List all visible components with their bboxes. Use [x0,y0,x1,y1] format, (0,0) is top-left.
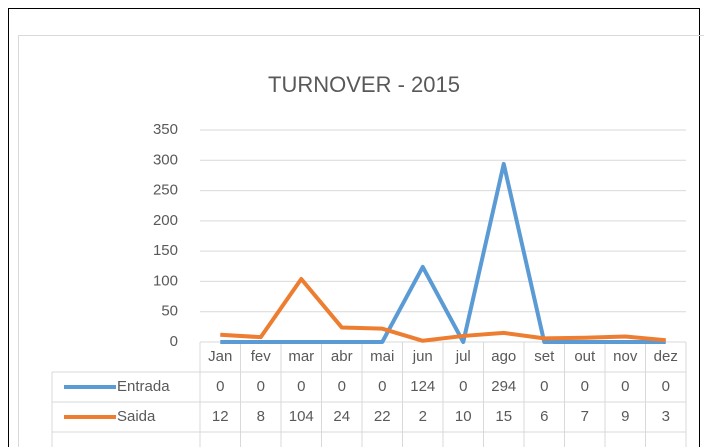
legend-label: Entrada [117,378,170,395]
table-value: 0 [216,378,224,395]
x-tick-label: nov [613,348,638,365]
table-value: 0 [338,378,346,395]
series-line [220,161,666,344]
x-tick-label: mai [370,348,394,365]
x-tick-label: set [534,348,555,365]
table-value: 15 [495,408,512,425]
x-tick-label: ago [491,348,516,365]
x-tick-label: fev [251,348,272,365]
table-value: 7 [581,408,589,425]
x-tick-label: mar [288,348,314,365]
table-value: 9 [621,408,629,425]
series-line [220,277,666,343]
table-value: 2 [419,408,427,425]
x-tick-label: abr [331,348,353,365]
y-tick-label: 350 [153,121,178,138]
table-value: 0 [540,378,548,395]
table-value: 104 [289,408,314,425]
x-tick-label: jun [412,348,433,365]
x-tick-label: Jan [208,348,232,365]
y-tick-label: 50 [161,303,178,320]
chart-frame [18,35,704,447]
x-tick-label: jul [455,348,471,365]
table-value: 8 [257,408,265,425]
chart-title: TURNOVER - 2015 [268,72,460,97]
table-value: 294 [491,378,516,395]
x-tick-label: dez [654,348,678,365]
table-value: 0 [378,378,386,395]
outer-frame [8,8,700,447]
y-tick-label: 200 [153,212,178,229]
y-tick-label: 150 [153,242,178,259]
y-tick-label: 300 [153,151,178,168]
table-value: 6 [540,408,548,425]
table-value: 22 [374,408,391,425]
y-tick-label: 0 [170,333,178,350]
table-value: 24 [333,408,350,425]
table-value: 0 [662,378,670,395]
x-tick-label: out [574,348,596,365]
y-tick-label: 250 [153,182,178,199]
table-value: 124 [410,378,435,395]
table-value: 12 [212,408,229,425]
table-value: 10 [455,408,472,425]
table-value: 3 [662,408,670,425]
table-value: 0 [257,378,265,395]
table-value: 0 [581,378,589,395]
table-value: 0 [459,378,467,395]
y-tick-label: 100 [153,272,178,289]
table-value: 0 [297,378,305,395]
table-value: 0 [621,378,629,395]
legend-label: Saida [117,408,156,425]
